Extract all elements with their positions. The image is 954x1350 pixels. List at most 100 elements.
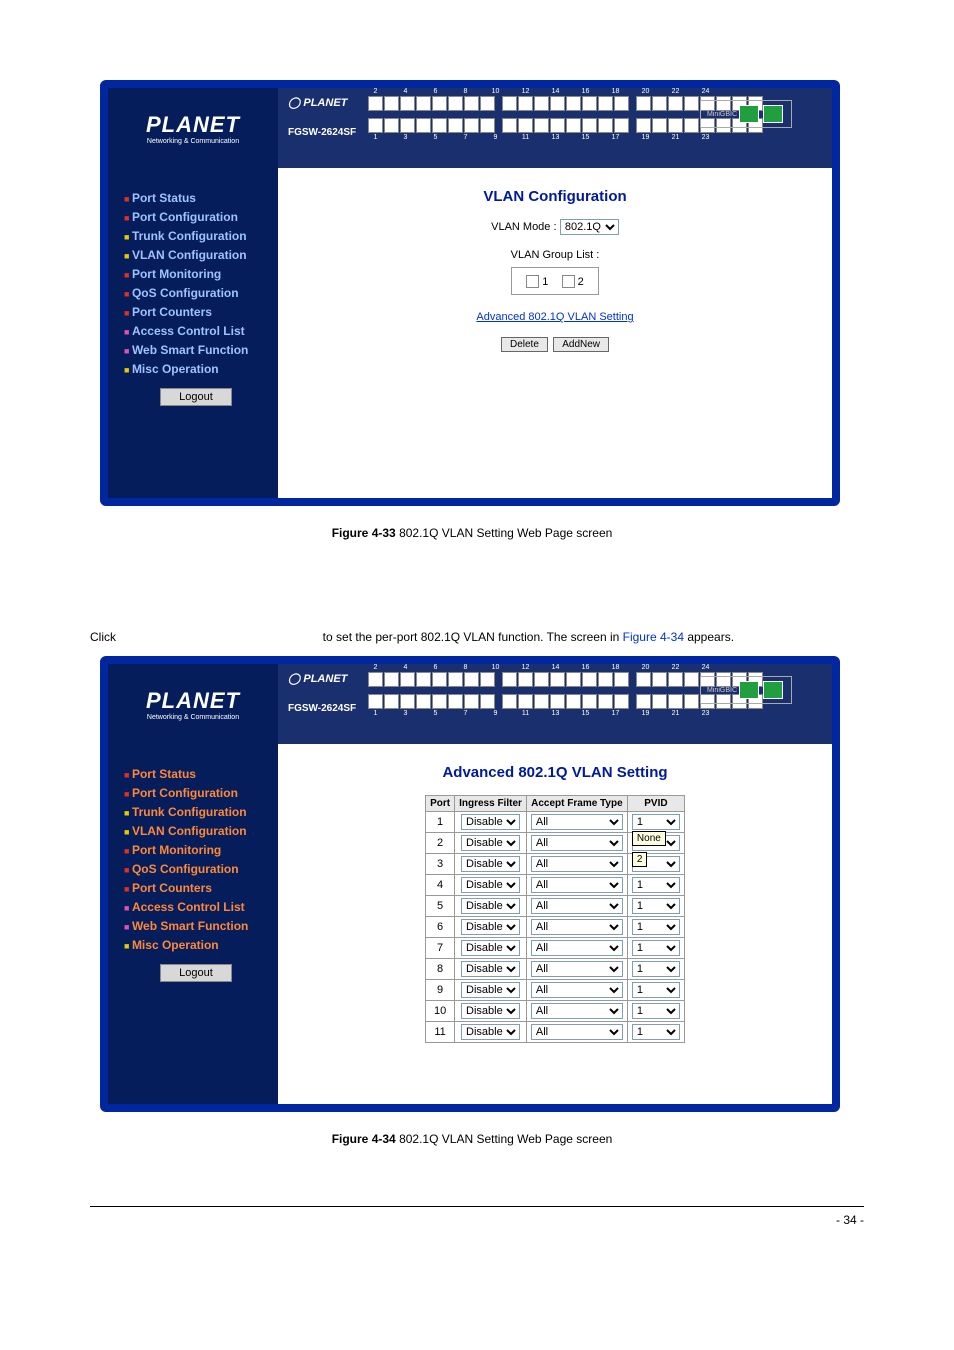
instruction-text: Click to set the per-port 802.1Q VLAN fu… bbox=[90, 630, 864, 644]
port-indicator bbox=[668, 118, 683, 133]
nav-item-4[interactable]: Port Monitoring bbox=[124, 843, 268, 857]
nav-item-4[interactable]: Port Monitoring bbox=[124, 267, 268, 281]
ingress-filter-select[interactable]: Disable bbox=[461, 877, 520, 893]
brand-logo: PLANET bbox=[146, 112, 240, 138]
table-row: 6DisableAll1 bbox=[426, 917, 685, 938]
ingress-filter-select[interactable]: Disable bbox=[461, 898, 520, 914]
accept-frame-select[interactable]: All bbox=[531, 856, 623, 872]
nav-item-5[interactable]: QoS Configuration bbox=[124, 286, 268, 300]
ingress-filter-select[interactable]: Disable bbox=[461, 814, 520, 830]
ingress-filter-select[interactable]: Disable bbox=[461, 940, 520, 956]
logo-area: PLANET Networking & Communication bbox=[108, 664, 278, 744]
vlan-group-checkbox-1[interactable] bbox=[526, 275, 539, 288]
pvid-select[interactable]: 1 bbox=[632, 1003, 680, 1019]
vlan-group-checkbox-2[interactable] bbox=[562, 275, 575, 288]
addnew-button[interactable]: AddNew bbox=[553, 337, 609, 352]
port-indicator bbox=[432, 96, 447, 111]
port-indicator bbox=[518, 118, 533, 133]
port-indicator bbox=[566, 96, 581, 111]
nav-item-6[interactable]: Port Counters bbox=[124, 305, 268, 319]
ingress-filter-select[interactable]: Disable bbox=[461, 856, 520, 872]
port-indicator bbox=[598, 118, 613, 133]
nav-item-7[interactable]: Access Control List bbox=[124, 900, 268, 914]
table-row: 1DisableAll1 bbox=[426, 812, 685, 833]
table-row: 8 Disable All 1 bbox=[426, 959, 685, 980]
nav-item-7[interactable]: Access Control List bbox=[124, 324, 268, 338]
ingress-filter-select[interactable]: Disable bbox=[461, 1024, 520, 1040]
port-indicator bbox=[480, 672, 495, 687]
port-indicator bbox=[518, 694, 533, 709]
table-row: 2DisableAll1None bbox=[426, 833, 685, 854]
nav-item-8[interactable]: Web Smart Function bbox=[124, 919, 268, 933]
port-indicator bbox=[534, 96, 549, 111]
logout-button[interactable]: Logout bbox=[160, 388, 232, 406]
port-cell: 2 bbox=[426, 833, 455, 854]
accept-frame-select[interactable]: All bbox=[531, 919, 623, 935]
accept-frame-select[interactable]: All bbox=[531, 940, 623, 956]
ingress-filter-select[interactable]: Disable bbox=[461, 961, 520, 977]
nav-item-8[interactable]: Web Smart Function bbox=[124, 343, 268, 357]
port-indicator bbox=[566, 672, 581, 687]
table-row: 11DisableAll1 bbox=[426, 1022, 685, 1043]
nav-item-1[interactable]: Port Configuration bbox=[124, 786, 268, 800]
accept-frame-select[interactable]: All bbox=[531, 1024, 623, 1040]
nav-item-1[interactable]: Port Configuration bbox=[124, 210, 268, 224]
nav-item-0[interactable]: Port Status bbox=[124, 767, 268, 781]
table-row: 4DisableAll1 bbox=[426, 875, 685, 896]
pvid-select[interactable]: 1 bbox=[632, 982, 680, 998]
pvid-tooltip: 2 bbox=[632, 852, 648, 867]
pvid-select[interactable]: 1 bbox=[632, 961, 680, 977]
pvid-select[interactable]: 1 bbox=[632, 814, 680, 830]
accept-frame-select[interactable]: All bbox=[531, 814, 623, 830]
accept-frame-select[interactable]: All bbox=[531, 982, 623, 998]
logout-button[interactable]: Logout bbox=[160, 964, 232, 982]
nav-item-3[interactable]: VLAN Configuration bbox=[124, 824, 268, 838]
pvid-select[interactable]: 1 bbox=[632, 877, 680, 893]
vlan-group-1: 1 bbox=[542, 276, 548, 288]
accept-frame-select[interactable]: All bbox=[531, 898, 623, 914]
nav-item-3[interactable]: VLAN Configuration bbox=[124, 248, 268, 262]
port-indicator bbox=[566, 694, 581, 709]
accept-frame-select[interactable]: All bbox=[531, 877, 623, 893]
nav-item-9[interactable]: Misc Operation bbox=[124, 362, 268, 376]
nav-sidebar: Port Status Port Configuration Trunk Confi… bbox=[108, 168, 278, 498]
port-cell: 10 bbox=[426, 1001, 455, 1022]
port-indicator bbox=[400, 672, 415, 687]
port-indicator bbox=[550, 672, 565, 687]
table-row: 9DisableAll1 bbox=[426, 980, 685, 1001]
vlan-mode-select[interactable]: 802.1Q bbox=[560, 219, 619, 235]
port-indicator bbox=[464, 96, 479, 111]
advanced-vlan-link[interactable]: Advanced 802.1Q VLAN Setting bbox=[476, 311, 633, 323]
accept-frame-select[interactable]: All bbox=[531, 1003, 623, 1019]
port-indicator bbox=[636, 694, 651, 709]
nav-item-6[interactable]: Port Counters bbox=[124, 881, 268, 895]
pvid-select[interactable]: 1 bbox=[632, 940, 680, 956]
port-indicator bbox=[550, 96, 565, 111]
accept-frame-select[interactable]: All bbox=[531, 961, 623, 977]
nav-item-2[interactable]: Trunk Configuration bbox=[124, 805, 268, 819]
port-indicator bbox=[480, 96, 495, 111]
pvid-select[interactable]: 1 bbox=[632, 919, 680, 935]
port-indicator bbox=[598, 694, 613, 709]
ingress-filter-select[interactable]: Disable bbox=[461, 835, 520, 851]
port-indicator bbox=[684, 118, 699, 133]
port-indicator bbox=[416, 96, 431, 111]
vlan-port-table: PortIngress FilterAccept Frame TypePVID1… bbox=[425, 795, 685, 1043]
nav-item-9[interactable]: Misc Operation bbox=[124, 938, 268, 952]
nav-item-2[interactable]: Trunk Configuration bbox=[124, 229, 268, 243]
port-indicator bbox=[368, 118, 383, 133]
nav-item-0[interactable]: Port Status bbox=[124, 191, 268, 205]
port-indicator bbox=[582, 118, 597, 133]
delete-button[interactable]: Delete bbox=[501, 337, 548, 352]
accept-frame-select[interactable]: All bbox=[531, 835, 623, 851]
figure-caption-1: Figure 4-33 802.1Q VLAN Setting Web Page… bbox=[100, 526, 840, 540]
nav-item-5[interactable]: QoS Configuration bbox=[124, 862, 268, 876]
port-cell: 8 bbox=[426, 959, 455, 980]
ingress-filter-select[interactable]: Disable bbox=[461, 919, 520, 935]
ingress-filter-select[interactable]: Disable bbox=[461, 1003, 520, 1019]
port-indicator bbox=[502, 694, 517, 709]
ingress-filter-select[interactable]: Disable bbox=[461, 982, 520, 998]
pvid-select[interactable]: 1 bbox=[632, 1024, 680, 1040]
pvid-select[interactable]: 1 bbox=[632, 898, 680, 914]
port-indicator bbox=[550, 694, 565, 709]
